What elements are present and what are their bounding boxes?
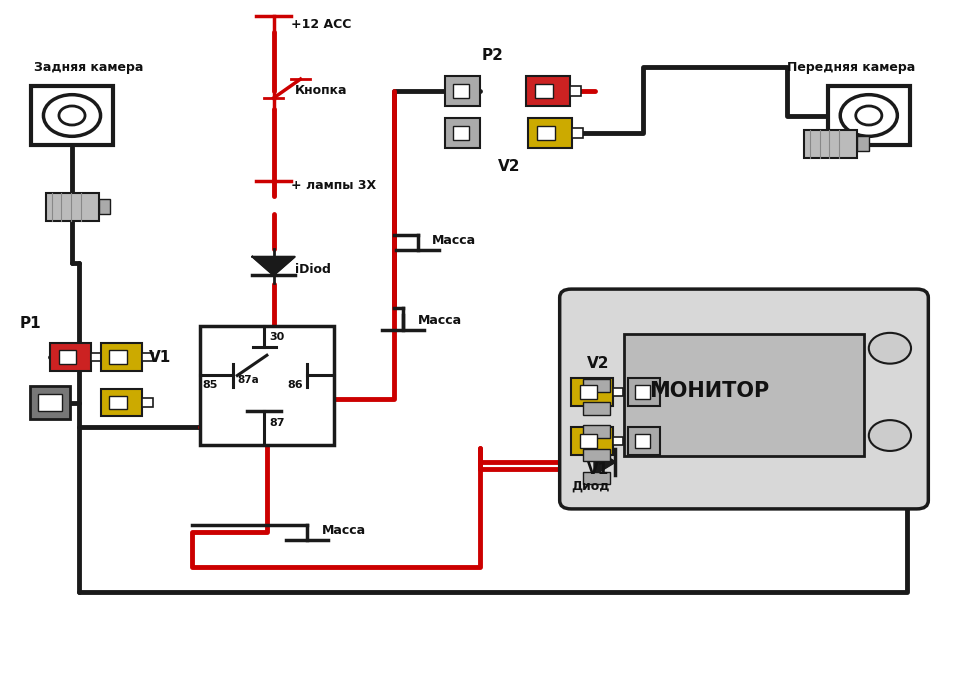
- Text: Масса: Масса: [322, 524, 366, 537]
- Bar: [612, 388, 623, 396]
- Bar: [635, 385, 650, 399]
- Text: Масса: Масса: [418, 314, 462, 327]
- Bar: [30, 386, 70, 419]
- Bar: [571, 378, 612, 406]
- Text: Диод: Диод: [571, 480, 610, 493]
- Bar: [31, 86, 112, 146]
- Bar: [804, 130, 857, 158]
- FancyBboxPatch shape: [560, 289, 928, 509]
- Bar: [445, 118, 480, 148]
- Text: 87a: 87a: [237, 375, 259, 386]
- Text: 30: 30: [269, 332, 284, 342]
- Text: 86: 86: [287, 380, 302, 390]
- Bar: [571, 427, 612, 455]
- Bar: [583, 402, 610, 415]
- Bar: [91, 353, 102, 361]
- Bar: [583, 426, 610, 438]
- Text: 85: 85: [203, 380, 218, 390]
- Bar: [142, 398, 153, 407]
- Bar: [46, 193, 99, 220]
- Bar: [572, 128, 583, 138]
- Bar: [99, 199, 110, 214]
- Bar: [580, 385, 597, 399]
- Text: iDiod: iDiod: [295, 263, 330, 276]
- Bar: [109, 395, 127, 409]
- Bar: [628, 427, 660, 455]
- Bar: [583, 379, 610, 392]
- Circle shape: [43, 94, 101, 136]
- Bar: [38, 394, 61, 411]
- Text: 87: 87: [269, 418, 284, 428]
- Text: МОНИТОР: МОНИТОР: [649, 381, 770, 401]
- Bar: [583, 472, 610, 484]
- Bar: [453, 126, 469, 140]
- Bar: [59, 350, 76, 364]
- Circle shape: [59, 106, 85, 125]
- Text: P1: P1: [19, 316, 41, 331]
- Text: P2: P2: [482, 48, 503, 64]
- Bar: [857, 136, 869, 151]
- Bar: [528, 118, 572, 148]
- Bar: [101, 389, 142, 416]
- Text: Кнопка: Кнопка: [295, 85, 348, 97]
- Bar: [580, 434, 597, 448]
- Bar: [50, 343, 91, 371]
- Text: V1: V1: [587, 461, 610, 477]
- Circle shape: [869, 420, 911, 451]
- Circle shape: [840, 94, 898, 136]
- Bar: [635, 434, 650, 448]
- Bar: [101, 343, 142, 371]
- Text: V2: V2: [497, 159, 520, 174]
- Text: Передняя камера: Передняя камера: [786, 60, 915, 74]
- Bar: [109, 350, 127, 364]
- Text: +12 ACC: +12 ACC: [291, 18, 351, 31]
- Bar: [200, 326, 334, 444]
- Text: Масса: Масса: [432, 234, 476, 246]
- Text: + лампы 3X: + лампы 3X: [291, 179, 376, 192]
- Bar: [612, 437, 623, 445]
- Bar: [142, 353, 153, 361]
- Circle shape: [855, 106, 882, 125]
- Text: V2: V2: [587, 356, 610, 372]
- Bar: [453, 84, 469, 98]
- Polygon shape: [594, 449, 615, 475]
- Bar: [570, 86, 581, 96]
- Bar: [583, 449, 610, 461]
- Text: Задняя камера: Задняя камера: [34, 60, 143, 74]
- Circle shape: [869, 333, 911, 364]
- Bar: [538, 126, 555, 140]
- Bar: [526, 76, 570, 106]
- Bar: [628, 378, 660, 406]
- Bar: [624, 334, 864, 456]
- Polygon shape: [252, 257, 295, 275]
- Bar: [828, 86, 909, 146]
- Bar: [536, 84, 553, 98]
- Bar: [445, 76, 480, 106]
- Text: V1: V1: [149, 349, 171, 365]
